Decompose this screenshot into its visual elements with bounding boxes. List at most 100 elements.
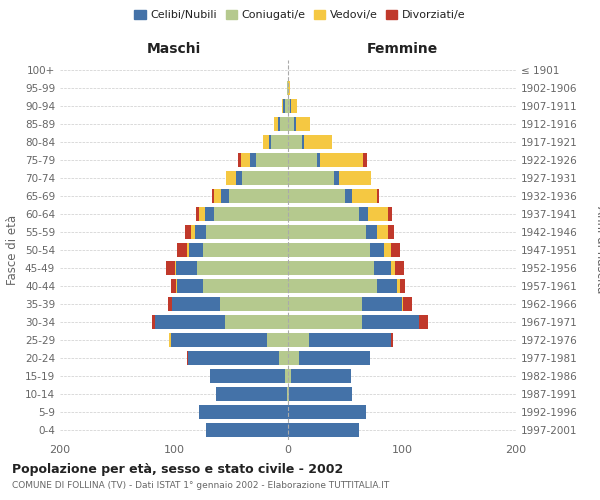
Bar (214, 189, 221, 203)
Bar (288, 171, 334, 185)
Bar (178, 279, 203, 293)
Bar (288, 243, 370, 257)
Bar (296, 117, 310, 131)
Text: Popolazione per età, sesso e stato civile - 2002: Popolazione per età, sesso e stato civil… (12, 462, 343, 475)
Bar (152, 315, 155, 329)
Bar (194, 225, 206, 239)
Bar (388, 225, 394, 239)
Bar (155, 315, 226, 329)
Bar (226, 315, 288, 329)
Bar (288, 225, 365, 239)
Bar (288, 405, 365, 419)
Bar (400, 279, 406, 293)
Bar (226, 171, 236, 185)
Bar (370, 243, 384, 257)
Bar (403, 297, 412, 311)
Bar (242, 171, 288, 185)
Bar (402, 297, 403, 311)
Bar (238, 153, 241, 167)
Bar (288, 207, 359, 221)
Bar (340, 171, 371, 185)
Bar (199, 207, 205, 221)
Bar (188, 351, 279, 365)
Bar (214, 207, 288, 221)
Bar (288, 261, 373, 275)
Bar (212, 189, 214, 203)
Bar (377, 225, 388, 239)
Y-axis label: Anni di nascita: Anni di nascita (594, 206, 600, 294)
Bar (288, 369, 292, 383)
Bar (178, 243, 187, 257)
Bar (211, 369, 284, 383)
Bar (365, 225, 377, 239)
Bar (206, 225, 288, 239)
Bar (388, 207, 392, 221)
Bar (256, 153, 288, 167)
Bar (269, 135, 271, 149)
Bar (175, 261, 176, 275)
Bar (294, 117, 296, 131)
Text: Maschi: Maschi (147, 42, 201, 56)
Text: COMUNE DI FOLLINA (TV) - Dati ISTAT 1° gennaio 2002 - Elaborazione TUTTITALIA.IT: COMUNE DI FOLLINA (TV) - Dati ISTAT 1° g… (12, 481, 389, 490)
Bar (284, 99, 288, 113)
Bar (203, 279, 288, 293)
Bar (397, 279, 400, 293)
Bar (205, 207, 214, 221)
Bar (288, 297, 362, 311)
Bar (176, 261, 197, 275)
Bar (302, 135, 304, 149)
Bar (288, 135, 302, 149)
Bar (363, 153, 367, 167)
Bar (169, 333, 170, 347)
Bar (168, 297, 172, 311)
Text: Femmine: Femmine (367, 42, 437, 56)
Bar (250, 153, 256, 167)
Bar (308, 333, 391, 347)
Bar (196, 207, 199, 221)
Bar (288, 315, 362, 329)
Bar (391, 261, 395, 275)
Bar (236, 171, 242, 185)
Bar (278, 117, 280, 131)
Bar (288, 423, 359, 437)
Bar (368, 207, 388, 221)
Bar (373, 261, 391, 275)
Bar (288, 189, 345, 203)
Bar (292, 369, 351, 383)
Bar (172, 297, 220, 311)
Bar (288, 81, 290, 95)
Bar (176, 279, 178, 293)
Bar (384, 243, 391, 257)
Bar (170, 279, 176, 293)
Bar (197, 261, 288, 275)
Bar (334, 171, 340, 185)
Bar (391, 333, 393, 347)
Bar (263, 135, 269, 149)
Bar (287, 81, 288, 95)
Bar (288, 387, 289, 401)
Bar (288, 279, 377, 293)
Bar (274, 117, 278, 131)
Bar (288, 99, 290, 113)
Bar (377, 279, 397, 293)
Legend: Celibi/Nubili, Coniugati/e, Vedovi/e, Divorziati/e: Celibi/Nubili, Coniugati/e, Vedovi/e, Di… (130, 6, 470, 25)
Bar (187, 243, 189, 257)
Bar (170, 333, 268, 347)
Bar (287, 387, 288, 401)
Bar (288, 351, 299, 365)
Bar (271, 135, 288, 149)
Bar (279, 351, 288, 365)
Bar (299, 351, 370, 365)
Bar (280, 117, 288, 131)
Bar (290, 99, 292, 113)
Bar (220, 297, 288, 311)
Bar (189, 243, 203, 257)
Bar (320, 153, 363, 167)
Bar (359, 207, 368, 221)
Bar (203, 243, 288, 257)
Bar (187, 351, 188, 365)
Bar (419, 315, 428, 329)
Bar (362, 315, 419, 329)
Bar (395, 261, 404, 275)
Bar (317, 153, 320, 167)
